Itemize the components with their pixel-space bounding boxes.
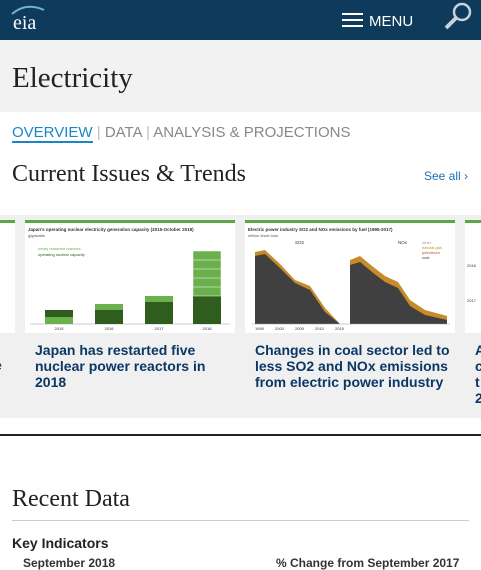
thumb-year: 2016 <box>105 326 115 331</box>
see-all[interactable]: See all › <box>424 169 469 183</box>
thumb-title: Japan's operating nuclear electricity ge… <box>28 227 194 232</box>
thumb-year: 2005 <box>295 326 305 331</box>
title-band <box>0 40 481 112</box>
tab[interactable]: ANALYSIS & PROJECTIONS <box>153 124 351 141</box>
section-title: Recent Data <box>12 486 130 512</box>
carousel: Japan's operating nuclear electricity ge… <box>0 215 481 418</box>
logo-arc <box>11 5 45 15</box>
tabs: OVERVIEW | DATA | ANALYSIS & PROJECTIONS <box>12 124 351 143</box>
caption-line: A <box>475 342 481 358</box>
page-title: Electricity <box>12 62 133 94</box>
thumb-panel: SO2 <box>295 240 305 245</box>
thumb-legend: coal <box>422 255 429 260</box>
divider <box>12 520 469 521</box>
thumb-unit: million short tons <box>248 233 278 238</box>
header: eia MENU <box>0 0 481 40</box>
thumb-legend: newly restarted reactors <box>38 246 81 251</box>
menu-label[interactable]: MENU <box>369 13 413 30</box>
card-caption[interactable]: A c t 2 <box>475 342 481 406</box>
thumb-title: Electric power industry SO2 and NOx emis… <box>248 227 393 232</box>
hamburger[interactable] <box>342 13 363 27</box>
thumb-partial <box>465 220 481 333</box>
caption-line: c <box>475 358 481 374</box>
caption-line: t <box>475 374 480 390</box>
thumbnail[interactable]: Electric power industry SO2 and NOx emis… <box>245 220 455 333</box>
thumb-panel: NOx <box>398 240 408 245</box>
period: September 2018 <box>23 556 116 570</box>
thumb-unit: gigawatts <box>28 233 45 238</box>
thumb-year: 2017 <box>467 298 477 303</box>
thumb-year: 2015 <box>335 326 345 331</box>
thumb-year: 2000 <box>275 326 285 331</box>
divider <box>0 434 481 436</box>
thumb-year: 2015 <box>55 326 65 331</box>
change-label: % Change from September 2017 <box>276 556 460 570</box>
card-caption[interactable]: Changes in coal sector led to less SO2 a… <box>255 342 450 390</box>
thumb-legend: natural gas <box>422 245 442 250</box>
thumb-year: 2018 <box>203 326 213 331</box>
tab[interactable]: DATA <box>104 124 142 141</box>
thumb-partial <box>0 220 15 333</box>
caption-line: 2 <box>475 390 481 406</box>
thumbnails: Japan's operating nuclear electricity ge… <box>0 220 481 333</box>
thumb-legend: other <box>422 240 432 245</box>
section-title: Current Issues & Trends <box>12 161 247 187</box>
card-caption[interactable]: Japan has restarted five nuclear power r… <box>35 342 206 390</box>
thumb-year: 1995 <box>255 326 265 331</box>
thumb-year: 2010 <box>315 326 325 331</box>
search-icon[interactable] <box>444 2 472 30</box>
thumb-year: 2017 <box>155 326 165 331</box>
card-caption[interactable]: e <box>0 357 2 373</box>
tab[interactable]: OVERVIEW <box>12 124 93 143</box>
logo[interactable]: eia <box>13 12 36 34</box>
thumbnail[interactable]: Japan's operating nuclear electricity ge… <box>25 220 235 333</box>
subheading: Key Indicators <box>12 535 109 551</box>
thumb-legend: operating nuclear capacity <box>38 252 85 257</box>
header-graphics: eia MENU <box>11 2 472 34</box>
thumb-year: 2016 <box>467 263 477 268</box>
thumb-legend: petroleum <box>422 250 440 255</box>
